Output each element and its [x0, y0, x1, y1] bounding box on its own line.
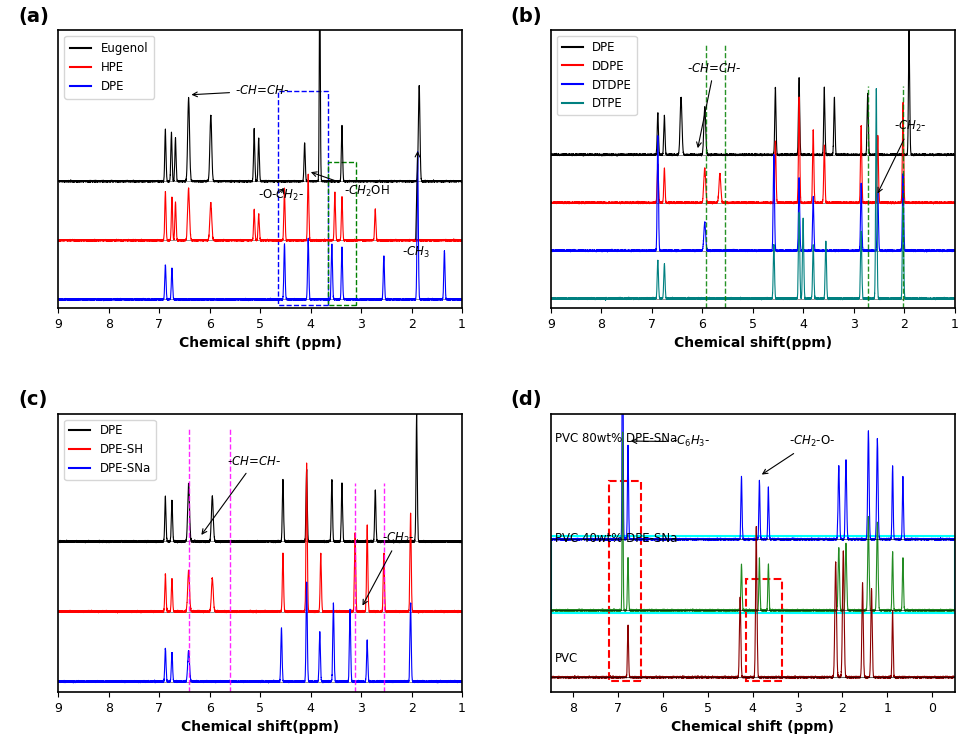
Bar: [609, 481, 641, 681]
Bar: [328, 162, 356, 305]
Legend: Eugenol, HPE, DPE: Eugenol, HPE, DPE: [64, 36, 155, 99]
Text: -$C\mathit{H}$=$\mathit{C}\mathit{H}$-: -$C\mathit{H}$=$\mathit{C}\mathit{H}$-: [202, 455, 281, 534]
X-axis label: Chemical shift(ppm): Chemical shift(ppm): [181, 720, 339, 734]
Text: (d): (d): [510, 390, 543, 409]
X-axis label: Chemical shift (ppm): Chemical shift (ppm): [179, 336, 342, 350]
Text: -O-$C\mathit{H}_2$-: -O-$C\mathit{H}_2$-: [258, 188, 304, 203]
Text: (a): (a): [19, 7, 49, 26]
Text: (c): (c): [19, 390, 48, 409]
Text: (b): (b): [510, 7, 543, 26]
Text: -$C_6\mathit{H}_3$-: -$C_6\mathit{H}_3$-: [632, 434, 710, 449]
Bar: [746, 579, 782, 681]
Text: PVC: PVC: [555, 652, 579, 665]
Text: -$C\mathit{H}_2$-: -$C\mathit{H}_2$-: [363, 530, 415, 605]
Bar: [551, 536, 955, 614]
Text: -$C\mathit{H}_3$: -$C\mathit{H}_3$: [401, 152, 430, 260]
Text: -$C\mathit{H}_2$-: -$C\mathit{H}_2$-: [878, 119, 926, 193]
Text: -$C\mathit{H}_2$-O-: -$C\mathit{H}_2$-O-: [763, 434, 835, 474]
X-axis label: Chemical shift(ppm): Chemical shift(ppm): [674, 336, 832, 350]
Text: PVC 80wt% DPE-SNa: PVC 80wt% DPE-SNa: [555, 432, 677, 445]
Legend: DPE, DPE-SH, DPE-SNa: DPE, DPE-SH, DPE-SNa: [64, 420, 156, 480]
Text: -$C\mathit{H}$=$\mathit{C}\mathit{H}$-: -$C\mathit{H}$=$\mathit{C}\mathit{H}$-: [687, 62, 741, 147]
X-axis label: Chemical shift (ppm): Chemical shift (ppm): [671, 720, 834, 734]
Bar: [278, 91, 328, 305]
Text: -$C\mathit{H}$=$\mathit{C}\mathit{H}$-: -$C\mathit{H}$=$\mathit{C}\mathit{H}$-: [193, 84, 289, 97]
Legend: DPE, DDPE, DTDPE, DTPE: DPE, DDPE, DTDPE, DTPE: [557, 36, 637, 115]
Text: PVC 40wt% DPE-SNa: PVC 40wt% DPE-SNa: [555, 532, 677, 545]
Text: -$C\mathit{H}_2$OH: -$C\mathit{H}_2$OH: [312, 172, 390, 199]
